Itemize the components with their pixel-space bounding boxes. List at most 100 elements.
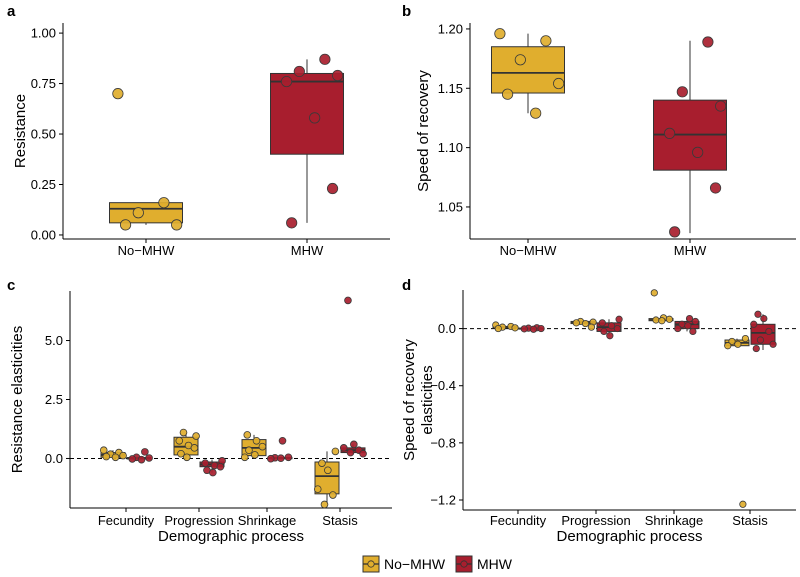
data-point	[684, 322, 692, 330]
y-tick-label: −0.4	[430, 378, 456, 393]
data-point	[615, 315, 623, 323]
data-point	[501, 88, 514, 100]
data-point	[685, 314, 694, 323]
data-point	[734, 340, 742, 348]
data-point	[540, 35, 552, 47]
y-tick-label: 0.0	[45, 451, 63, 466]
data-point	[145, 454, 153, 462]
data-point	[339, 444, 348, 452]
y-tick-label: 0.0	[438, 321, 456, 336]
boxplot-mhw-progression	[596, 315, 623, 340]
panel-letter-c: c	[7, 277, 15, 294]
data-point	[359, 449, 367, 458]
legend-label-no-mhw: No−MHW	[384, 556, 446, 572]
data-point	[111, 453, 120, 462]
data-point	[280, 75, 293, 88]
y-axis-title: Resistance	[12, 94, 29, 168]
y-tick-label: 1.00	[31, 26, 56, 41]
boxplot-mhw-fecundity	[518, 324, 545, 333]
data-point	[529, 325, 538, 333]
y-tick-label: 1.10	[438, 140, 463, 155]
data-point	[318, 459, 326, 467]
data-point	[676, 86, 688, 98]
boxplot-no-mhw-shrinkage	[240, 431, 267, 462]
data-point	[128, 455, 137, 463]
data-point	[309, 112, 321, 124]
data-point	[179, 428, 188, 437]
x-tick-label-mhw: MHW	[674, 243, 707, 258]
data-point	[669, 226, 681, 238]
legend-key-mhw-point	[460, 560, 468, 568]
data-point	[613, 324, 622, 333]
data-point	[177, 449, 185, 458]
boxplot-no-mhw-shrinkage	[648, 289, 674, 325]
data-point	[278, 436, 287, 445]
data-point	[171, 219, 183, 231]
data-point	[553, 77, 565, 90]
data-point	[715, 100, 727, 112]
data-point	[209, 468, 217, 477]
boxplot-mhw-progression	[199, 457, 226, 477]
boxplot-mhw-mhw	[270, 53, 344, 229]
data-point	[329, 491, 337, 499]
data-point	[598, 319, 606, 327]
boxplot-no-mhw-progression	[173, 428, 200, 462]
data-point	[284, 453, 293, 462]
data-point	[494, 324, 502, 333]
data-point	[587, 323, 596, 331]
data-point	[141, 448, 149, 456]
panel-letter-d: d	[402, 277, 411, 294]
legend-entry-mhw: MHW	[455, 555, 513, 573]
data-point	[769, 340, 777, 348]
data-point	[572, 319, 580, 327]
y-tick-label: −0.8	[430, 435, 456, 450]
data-point	[175, 436, 184, 445]
data-point	[702, 36, 714, 48]
data-point	[319, 53, 331, 65]
boxplot-no-mhw-fecundity	[99, 446, 127, 462]
box	[109, 202, 183, 224]
data-point	[245, 446, 253, 455]
data-point	[691, 317, 700, 326]
panel-letter-a: a	[7, 3, 16, 20]
legend: No−MHW MHW	[362, 555, 513, 573]
data-point	[765, 327, 773, 336]
x-tick-label-stasis: Stasis	[322, 513, 358, 528]
data-point	[606, 332, 614, 340]
data-point	[665, 315, 674, 323]
data-point	[344, 296, 352, 305]
panel-a: a 0.00 0.25 0.50 0.75 1.00 No−MHW MHW Resistance	[7, 3, 390, 258]
boxplot-no-mhw-no-mhw	[109, 88, 183, 231]
boxplot-mhw-fecundity	[126, 448, 153, 464]
y-tick-label: 2.5	[45, 392, 63, 407]
boxplot-mhw-stasis	[339, 296, 367, 458]
box	[491, 46, 565, 94]
data-point	[277, 454, 285, 463]
legend-entry-no-mhw: No−MHW	[362, 555, 446, 573]
boxplot-no-mhw-progression	[570, 317, 597, 331]
data-point	[158, 197, 170, 209]
data-point	[709, 182, 722, 194]
data-point	[674, 324, 682, 333]
data-point	[332, 69, 344, 82]
data-point	[240, 453, 249, 462]
data-point	[494, 28, 506, 40]
y-tick-label: 0.25	[31, 177, 56, 192]
x-tick-label-shrinkage: Shrinkage	[238, 513, 297, 528]
data-point	[192, 432, 200, 440]
data-point	[346, 448, 355, 457]
data-point	[514, 54, 526, 66]
data-point	[132, 207, 144, 219]
data-point	[313, 485, 322, 493]
data-point	[600, 327, 608, 336]
boxplot-mhw-stasis	[750, 310, 777, 353]
y-tick-label: 5.0	[45, 333, 63, 348]
data-point	[760, 314, 768, 323]
data-point	[750, 320, 758, 328]
boxplot-no-mhw-stasis	[724, 334, 750, 508]
data-point	[692, 146, 704, 158]
data-point	[650, 289, 658, 297]
y-tick-label: −1.2	[430, 493, 456, 508]
data-point	[137, 455, 146, 464]
data-point	[752, 344, 760, 353]
